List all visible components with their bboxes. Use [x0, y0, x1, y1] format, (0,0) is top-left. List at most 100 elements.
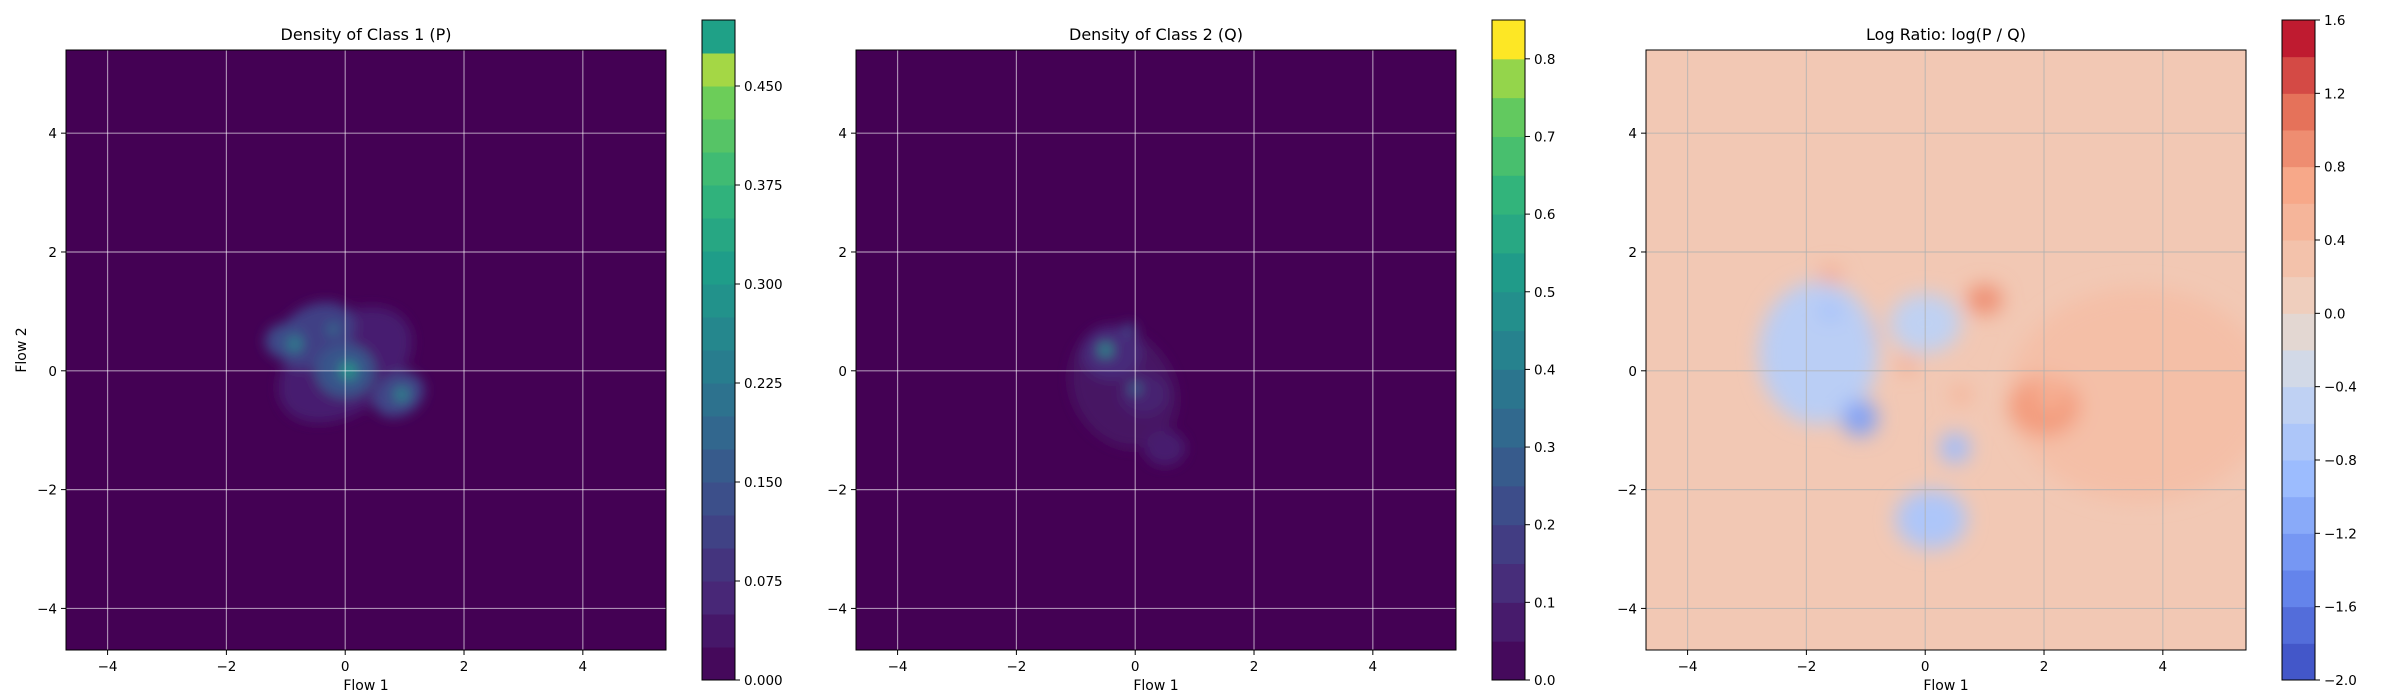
density-blob: [287, 336, 302, 352]
density-blob: [2035, 376, 2065, 413]
colorbar-level: [702, 548, 735, 582]
axes: −4 −2 0 2 4 −4 −2 0 2 4: [1617, 49, 2247, 675]
colorbar-level: [2282, 240, 2315, 278]
colorbar-level: [2282, 276, 2315, 314]
y-tick-label: 0: [1628, 364, 1637, 380]
colorbar-level: [2282, 460, 2315, 498]
colorbar-level: [702, 449, 735, 483]
density-regions: [1758, 266, 2246, 550]
colorbar-tick-label: −0.8: [2324, 453, 2357, 469]
density-blob: [1966, 284, 2003, 315]
density-regions: [1069, 323, 1186, 466]
colorbar-level: [2282, 570, 2315, 608]
colorbar-frame: [701, 19, 736, 681]
density-blob: [2008, 287, 2246, 502]
density-blob: [1900, 357, 1915, 372]
density-blob: [1122, 323, 1137, 336]
plot-area: [66, 50, 666, 650]
colorbar-level: [702, 416, 735, 450]
colorbar-level: [1492, 447, 1525, 487]
colorbar-level: [1492, 20, 1525, 60]
density-blob: [394, 387, 409, 402]
x-tick-label: −2: [1006, 659, 1026, 675]
chart-title: Density of Class 2 (Q): [1069, 25, 1243, 44]
colorbar-level: [702, 53, 735, 87]
chart-title: Log Ratio: log(P / Q): [1866, 25, 2026, 44]
density-blob: [1818, 302, 1843, 321]
colorbar-frame: [1491, 19, 1526, 681]
colorbar-level: [702, 185, 735, 219]
colorbar-level: [1492, 485, 1525, 526]
colorbar-frame: [2281, 19, 2316, 681]
colorbar-tick-label: −1.6: [2324, 600, 2357, 616]
x-tick-label: −4: [888, 659, 908, 675]
colorbar-level: [2282, 496, 2315, 534]
colorbar-level: [702, 482, 735, 516]
colorbar-level: [2282, 606, 2315, 644]
colorbar-level: [702, 614, 735, 648]
panel-density-class1: Density of Class 1 (P) −4 −2 0 2 4 −4 −2 0 2 4 Fl…: [14, 25, 667, 694]
chart-title: Density of Class 1 (P): [281, 25, 452, 44]
colorbar-tick-label: 0.450: [744, 79, 783, 95]
colorbar-level: [2282, 130, 2315, 168]
density-blob: [327, 323, 340, 336]
colorbar-level: [1492, 330, 1525, 370]
colorbar-level: [1492, 408, 1525, 448]
density-blob: [1758, 281, 1878, 425]
density-blob: [1940, 433, 1970, 463]
axes: −4 −2 0 2 4 −4 −2 0 2 4: [827, 49, 1457, 675]
y-tick-label: 2: [48, 245, 57, 261]
x-axis-label: Flow 1: [1133, 678, 1178, 694]
x-tick-label: −2: [216, 659, 236, 675]
colorbar-level: [1492, 58, 1525, 99]
colorbar-level: [702, 581, 735, 615]
colorbar-tick-label: 0.4: [2324, 233, 2345, 249]
y-tick-label: −4: [37, 601, 57, 617]
colorbar-level: [2282, 166, 2315, 204]
colorbar-level: [702, 251, 735, 285]
colorbar-level: [2282, 386, 2315, 424]
colorbar-level: [1492, 97, 1525, 137]
colorbar-tick-label: 0.5: [1534, 285, 1555, 301]
colorbar-tick-label: 0.150: [744, 475, 783, 491]
x-tick-label: 4: [2159, 659, 2168, 675]
colorbar-level: [1492, 602, 1525, 642]
y-tick-label: 2: [838, 245, 847, 261]
x-tick-label: 2: [2040, 659, 2049, 675]
plot-frame: [855, 49, 1457, 651]
density-blob: [1098, 342, 1113, 358]
colorbar-level: [2282, 533, 2315, 571]
colorbar-level: [2282, 313, 2315, 351]
colorbar-tick-label: 0.3: [1534, 440, 1555, 456]
colorbar-level: [2282, 56, 2315, 94]
plot-area: [856, 50, 1456, 650]
x-tick-label: −4: [1678, 659, 1698, 675]
colorbar-tick-label: 0.1: [1534, 595, 1555, 611]
x-tick-label: −2: [1796, 659, 1816, 675]
colorbar-tick-label: 0.375: [744, 178, 783, 194]
y-tick-label: −2: [37, 483, 57, 499]
colorbar-level: [2282, 20, 2315, 58]
colorbar-level: [2282, 423, 2315, 461]
density-blob: [1842, 400, 1878, 437]
colorbar-level: [702, 284, 735, 318]
y-tick-label: 4: [48, 126, 57, 142]
colorbar-tick-label: 0.8: [2324, 160, 2345, 176]
colorbar-level: [702, 383, 735, 417]
colorbar-level: [1492, 524, 1525, 565]
y-tick-label: −2: [1617, 483, 1637, 499]
colorbar-tick-label: 0.0: [1534, 673, 1555, 689]
y-tick-label: 0: [48, 364, 57, 380]
colorbar-log-ratio: −2.0 −1.6 −1.2 −0.8 −0.4 0.0 0.4 0.8 1.2 1.6: [2281, 13, 2357, 689]
colorbar-tick-label: 0.000: [744, 673, 783, 689]
colorbar-level: [702, 119, 735, 153]
x-tick-label: −4: [98, 659, 118, 675]
x-tick-label: 0: [341, 659, 350, 675]
density-blob: [1144, 430, 1186, 466]
colorbar-class2: 0.0 0.1 0.2 0.3 0.4 0.5 0.6 0.7 0.8: [1491, 19, 1555, 689]
colorbar-tick-label: 0.7: [1534, 129, 1555, 145]
y-tick-label: 4: [1628, 126, 1637, 142]
y-tick-label: −4: [827, 601, 847, 617]
colorbar-level: [1492, 291, 1525, 332]
colorbar-level: [702, 86, 735, 120]
